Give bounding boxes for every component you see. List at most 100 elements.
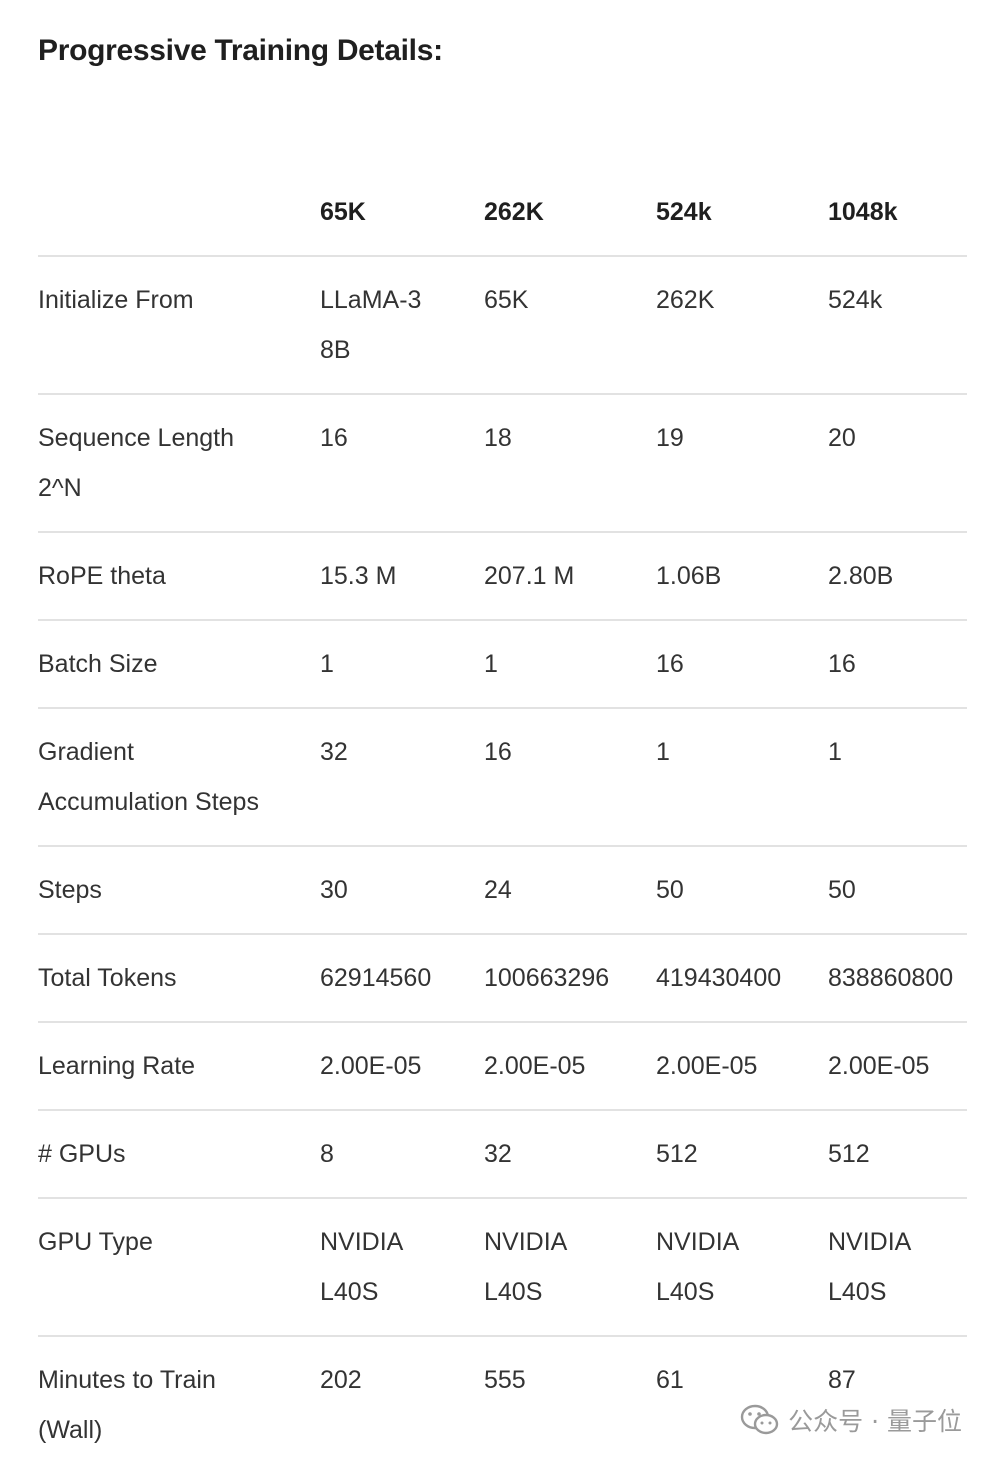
cell-line: RoPE theta [38, 562, 166, 590]
cell-line: (Wall) [38, 1416, 103, 1444]
table-cell: 524k [828, 256, 967, 394]
table-row: RoPE theta 15.3 M 207.1 M 1.06B 2.80B [38, 532, 967, 620]
table-cell: 555 [484, 1336, 656, 1460]
cell-line: Minutes to Train [38, 1366, 216, 1394]
row-label: Sequence Length 2^N [38, 394, 320, 532]
cell-line: Initialize From [38, 286, 194, 314]
table-cell: 30 [320, 846, 484, 934]
table-cell: 8 [320, 1110, 484, 1198]
header-cell [38, 169, 320, 256]
cell-line: 524k [828, 286, 883, 314]
table-cell: 32 [484, 1110, 656, 1198]
table-row: Total Tokens 62914560 100663296 419430400 83… [38, 934, 967, 1022]
watermark: 公众号 · 量子位 [740, 1402, 962, 1438]
cell-line: 16 [484, 738, 512, 766]
table-cell: 87 [828, 1336, 967, 1460]
table-cell: 202 [320, 1336, 484, 1460]
table-cell: 16 [828, 620, 967, 708]
row-label: Initialize From [38, 256, 320, 394]
table-row: Learning Rate 2.00E-05 2.00E-05 2.00E-05 2.0… [38, 1022, 967, 1110]
cell-line: Sequence Length [38, 424, 235, 452]
table-cell: 50 [656, 846, 828, 934]
table-cell: NVIDIA L40S [320, 1198, 484, 1336]
table-cell: 62914560 [320, 934, 484, 1022]
row-label: GPU Type [38, 1198, 320, 1336]
table-row: Sequence Length 2^N 16 18 19 20 [38, 394, 967, 532]
cell-line: NVIDIA [828, 1228, 912, 1256]
table-cell: 2.00E-05 [656, 1022, 828, 1110]
cell-line: 838860800 [828, 964, 954, 992]
table-cell: 15.3 M [320, 532, 484, 620]
cell-line: 62914560 [320, 964, 432, 992]
table-cell: 2.00E-05 [484, 1022, 656, 1110]
cell-line: Batch Size [38, 650, 158, 678]
cell-line: NVIDIA [656, 1228, 740, 1256]
cell-line: 512 [828, 1140, 870, 1168]
table-cell: 1 [320, 620, 484, 708]
cell-line: 2.80B [828, 562, 894, 590]
cell-line: 20 [828, 424, 856, 452]
cell-line: 50 [828, 876, 856, 904]
wechat-icon [740, 1404, 779, 1435]
header-row: 65K 262K 524k 1048k [38, 169, 967, 256]
cell-line: 1.06B [656, 562, 722, 590]
cell-line: GPU Type [38, 1228, 153, 1256]
cell-line: Gradient [38, 738, 134, 766]
cell-line: 19 [656, 424, 684, 452]
table-cell: 16 [320, 394, 484, 532]
cell-line: 1 [656, 738, 670, 766]
header-cell: 262K [484, 198, 544, 226]
cell-line: 32 [484, 1140, 512, 1168]
table-cell: NVIDIA L40S [828, 1198, 967, 1336]
table-cell: 838860800 [828, 934, 967, 1022]
cell-line: 30 [320, 876, 348, 904]
cell-line: 87 [828, 1366, 856, 1394]
cell-line: Steps [38, 876, 102, 904]
table-cell: 512 [828, 1110, 967, 1198]
watermark-text: 公众号 · 量子位 [788, 1407, 962, 1436]
cell-line: NVIDIA [320, 1228, 404, 1256]
cell-line: 2^N [38, 474, 82, 502]
row-label: Total Tokens [38, 934, 320, 1022]
table-cell: 16 [656, 620, 828, 708]
table-cell: NVIDIA L40S [656, 1198, 828, 1336]
table-cell: 207.1 M [484, 532, 656, 620]
table-cell: 262K [656, 256, 828, 394]
table-cell: 2.00E-05 [828, 1022, 967, 1110]
table-cell: LLaMA-3 8B [320, 256, 484, 394]
table-body: Initialize From LLaMA-3 8B 65K 262K 524k Seque… [38, 256, 967, 1460]
row-label: Steps [38, 846, 320, 934]
row-label: Batch Size [38, 620, 320, 708]
cell-line: 2.00E-05 [656, 1052, 758, 1080]
row-label: Minutes to Train (Wall) [38, 1336, 320, 1460]
cell-line: 16 [656, 650, 684, 678]
table-cell: 16 [484, 708, 656, 846]
table-cell: 65K [484, 256, 656, 394]
cell-line: 2.00E-05 [320, 1052, 422, 1080]
table-row: Minutes to Train (Wall) 202 555 61 87 [38, 1336, 967, 1460]
table-row: Batch Size 1 1 16 16 [38, 620, 967, 708]
table-cell: 19 [656, 394, 828, 532]
table-cell: 419430400 [656, 934, 828, 1022]
cell-line: L40S [320, 1278, 379, 1306]
header-cell: 1048k [828, 198, 898, 226]
cell-line: 262K [656, 286, 715, 314]
table-row: Steps 30 24 50 50 [38, 846, 967, 934]
table-cell: 512 [656, 1110, 828, 1198]
cell-line: 50 [656, 876, 684, 904]
cell-line: 202 [320, 1366, 362, 1394]
training-table: 65K 262K 524k 1048k Initialize From LLaMA-3 8… [38, 169, 967, 1460]
table-row: Initialize From LLaMA-3 8B 65K 262K 524k [38, 256, 967, 394]
table-cell: 1.06B [656, 532, 828, 620]
table-cell: 24 [484, 846, 656, 934]
table-cell: 2.00E-05 [320, 1022, 484, 1110]
cell-line: 555 [484, 1366, 526, 1394]
cell-line: 2.00E-05 [484, 1052, 586, 1080]
table-cell: 50 [828, 846, 967, 934]
cell-line: 32 [320, 738, 348, 766]
cell-line: 16 [320, 424, 348, 452]
table-cell: 18 [484, 394, 656, 532]
header-cell: 524k [656, 198, 712, 226]
cell-line: 16 [828, 650, 856, 678]
